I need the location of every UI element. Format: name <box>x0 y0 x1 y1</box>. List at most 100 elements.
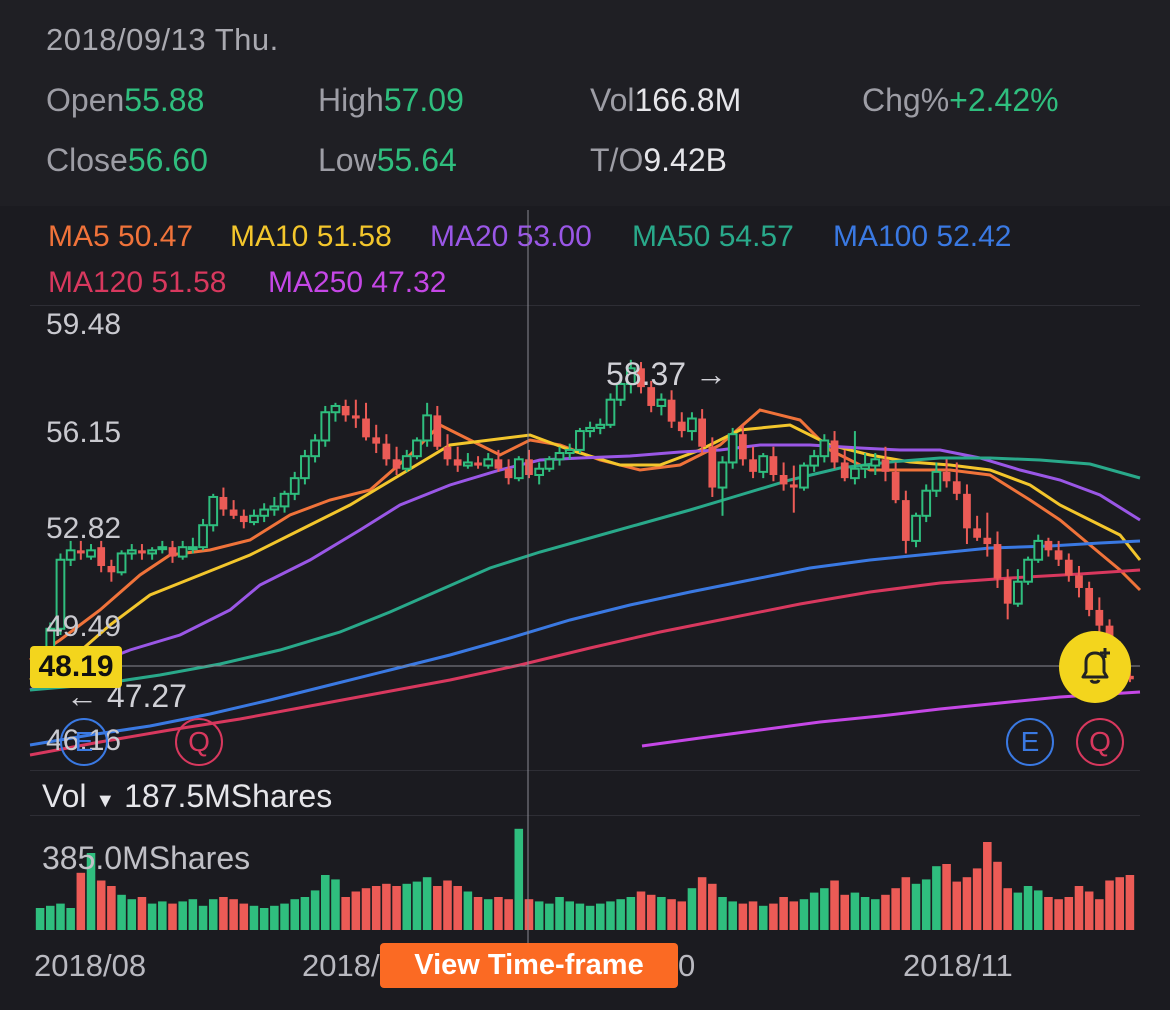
volume-bar <box>596 903 605 930</box>
candle <box>870 453 881 476</box>
y-tick-label: 52.82 <box>46 512 122 545</box>
candle <box>208 493 219 532</box>
ma250-legend: MA250 47.32 <box>268 266 447 299</box>
volume-bar <box>86 853 96 930</box>
candle <box>126 544 137 560</box>
volume-bar <box>779 897 788 930</box>
volume-bar <box>351 891 361 930</box>
high-marker: 58.37 → <box>606 356 727 392</box>
volume-bar <box>657 897 666 930</box>
volume-bar <box>952 881 962 930</box>
candle <box>850 431 860 485</box>
x-tick-label: 2018/ <box>302 948 380 983</box>
candle <box>177 540 188 560</box>
volume-bar <box>270 905 279 930</box>
view-timeframe-button[interactable]: View Time-frame <box>380 943 678 988</box>
volume-indicator-selector[interactable]: Vol ▼ 187.5MShares <box>42 778 333 814</box>
candle <box>973 515 981 541</box>
candle <box>513 456 524 482</box>
candle <box>1013 569 1023 607</box>
quarterly-report-marker-icon[interactable]: Q <box>1076 718 1124 766</box>
volume-bar <box>219 897 228 930</box>
volume-bar <box>809 892 819 930</box>
quote-date: 2018/09/13 Thu. <box>46 22 279 57</box>
candle <box>687 412 697 441</box>
volume-bar <box>932 866 941 930</box>
volume-bar <box>1013 892 1023 930</box>
candle <box>55 553 66 636</box>
volume-bar <box>840 894 849 930</box>
volume-bar <box>748 901 758 930</box>
candle <box>647 380 656 413</box>
candle <box>341 399 350 422</box>
candle <box>107 559 116 582</box>
quarterly-report-marker-icon[interactable]: Q <box>175 718 223 766</box>
volume-bar <box>158 901 167 930</box>
dropdown-caret-icon: ▼ <box>95 790 116 812</box>
candle <box>86 544 96 560</box>
price-alert-button[interactable] <box>1059 631 1131 703</box>
volume-bar <box>871 899 880 930</box>
candle <box>830 431 839 469</box>
candle <box>1054 540 1063 567</box>
candle <box>881 446 890 482</box>
candle <box>1044 537 1053 557</box>
volume-bar <box>891 888 900 930</box>
bell-icon <box>1081 648 1110 684</box>
candle <box>717 456 728 516</box>
candle <box>708 437 717 497</box>
candle <box>819 434 830 463</box>
ma250-line <box>641 690 1141 748</box>
volume-bar <box>310 890 320 930</box>
candle <box>310 434 320 463</box>
candle <box>453 446 462 472</box>
candle <box>942 459 951 488</box>
candle <box>279 490 290 513</box>
volume-bar <box>514 828 524 930</box>
volume-bar <box>371 886 381 930</box>
candle <box>799 462 809 491</box>
volume-bar <box>443 880 452 930</box>
candle <box>758 453 769 479</box>
candle <box>1023 556 1033 585</box>
candle <box>1095 597 1104 632</box>
candle <box>544 456 555 472</box>
candle <box>1075 566 1083 598</box>
volume-bar <box>46 905 55 930</box>
candle <box>554 446 565 466</box>
candle <box>656 393 667 416</box>
open-stat: Open55.88 <box>46 82 205 118</box>
y-tick-label: 49.49 <box>46 610 122 643</box>
volume-bar <box>382 883 391 930</box>
volume-bar <box>331 879 340 930</box>
volume-bar <box>718 897 727 930</box>
earnings-marker-icon[interactable]: E <box>1006 718 1054 766</box>
candle <box>677 412 686 438</box>
quote-header: 2018/09/13 Thu. Open55.88 High57.09 Vol1… <box>0 0 1170 206</box>
candle <box>727 427 738 469</box>
volume-bar <box>229 899 238 930</box>
volume-bar <box>147 903 157 930</box>
volume-bar <box>565 901 574 930</box>
candle <box>463 453 473 469</box>
candle <box>504 459 513 485</box>
candle <box>749 446 757 479</box>
volume-bar <box>198 905 208 930</box>
volume-bar <box>1125 875 1135 930</box>
volume-bar <box>697 877 707 930</box>
volume-bar <box>606 901 615 930</box>
volume-bar <box>392 886 401 930</box>
candle <box>911 512 921 548</box>
volume-bar <box>188 899 198 930</box>
earnings-marker-icon[interactable]: E <box>60 718 108 766</box>
candle <box>372 424 381 454</box>
candle <box>289 471 300 501</box>
candle <box>963 484 971 545</box>
candle <box>860 453 870 479</box>
volume-bar <box>168 903 177 930</box>
ma20-legend: MA20 53.00 <box>430 220 592 253</box>
volume-bar <box>96 880 106 930</box>
volume-bar <box>545 903 554 930</box>
volume-bar <box>473 897 483 930</box>
